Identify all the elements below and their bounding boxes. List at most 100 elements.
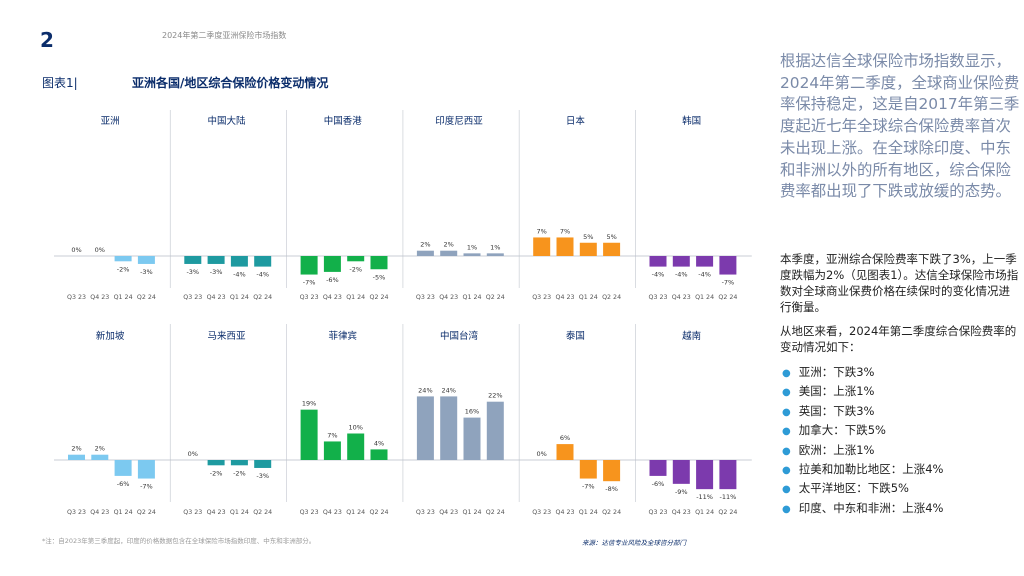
x-tick-label: Q3 23 xyxy=(300,294,319,301)
bullet-dot-icon: ● xyxy=(782,464,791,476)
x-tick-label: Q3 23 xyxy=(67,294,86,301)
source-note: 来源：达信专业风险及全球咨分部门 xyxy=(582,539,686,547)
data-label: 0% xyxy=(188,450,198,458)
bar xyxy=(556,444,574,460)
panel-title: 亚洲 xyxy=(101,116,120,127)
data-label: 24% xyxy=(441,386,455,394)
bar xyxy=(347,256,365,262)
x-tick-label: Q1 24 xyxy=(230,509,249,516)
data-label: -9% xyxy=(675,488,688,496)
x-tick-label: Q2 24 xyxy=(486,509,505,516)
x-tick-label: Q1 24 xyxy=(114,509,133,516)
data-label: -4% xyxy=(256,271,269,279)
x-tick-label: Q2 24 xyxy=(602,509,621,516)
bar xyxy=(370,449,388,460)
bar xyxy=(486,401,504,460)
region-bullet-item: ● 欧洲：上涨1% xyxy=(780,442,943,461)
x-tick-label: Q3 23 xyxy=(67,509,86,516)
data-label: 5% xyxy=(606,233,616,241)
data-label: 0% xyxy=(71,246,81,254)
region-bullet-item: ● 印度、中东和非洲：上涨4% xyxy=(780,500,943,519)
x-tick-label: Q4 23 xyxy=(672,509,691,516)
bar xyxy=(719,256,737,275)
x-tick-label: Q2 24 xyxy=(602,294,621,301)
bar xyxy=(579,242,597,256)
bar xyxy=(230,256,248,267)
region-bullet-text: 美国：上涨1% xyxy=(798,384,875,399)
x-tick-label: Q4 23 xyxy=(90,294,109,301)
x-tick-label: Q1 24 xyxy=(579,509,598,516)
data-label: 4% xyxy=(374,439,384,447)
bar xyxy=(416,396,434,460)
x-tick-label: Q4 23 xyxy=(90,509,109,516)
header-title: 2024年第二季度亚洲保险市场指数 xyxy=(162,31,287,40)
bar xyxy=(486,253,504,256)
bar xyxy=(579,460,597,479)
data-label: -2% xyxy=(233,469,246,477)
region-bullet-text: 欧洲：上涨1% xyxy=(798,442,875,457)
bar-chart-grid: 亚洲 0% Q3 23 0% Q4 23 -2% Q1 24 -3% Q2 24 中国大陆 -3% Q… xyxy=(54,110,752,516)
bar xyxy=(649,460,667,476)
bar xyxy=(300,409,318,460)
data-label: 2% xyxy=(71,445,81,453)
bar xyxy=(416,250,434,256)
bullet-dot-icon: ● xyxy=(782,406,791,418)
bar xyxy=(533,237,551,256)
data-label: 10% xyxy=(348,424,362,432)
bar xyxy=(556,237,574,256)
x-tick-label: Q2 24 xyxy=(137,294,156,301)
bar xyxy=(254,256,272,267)
bar xyxy=(300,256,318,275)
region-bullet-text: 印度、中东和非洲：上涨4% xyxy=(798,500,944,515)
bar xyxy=(719,460,737,490)
bar xyxy=(672,460,690,484)
x-tick-label: Q4 23 xyxy=(439,509,458,516)
x-tick-label: Q4 23 xyxy=(672,294,691,301)
data-label: 7% xyxy=(327,431,337,439)
x-tick-label: Q3 23 xyxy=(183,294,202,301)
data-label: -11% xyxy=(696,493,713,501)
panel-title: 中国大陆 xyxy=(207,115,246,127)
region-bullet-item: ● 英国：下跌3% xyxy=(780,403,943,422)
data-label: -5% xyxy=(373,273,386,281)
x-tick-label: Q4 23 xyxy=(323,294,342,301)
data-label: 5% xyxy=(583,233,593,241)
x-tick-label: Q1 24 xyxy=(463,294,482,301)
data-label: -4% xyxy=(675,271,688,279)
bar xyxy=(323,256,341,272)
x-tick-label: Q3 23 xyxy=(649,509,668,516)
data-label: -2% xyxy=(210,469,223,477)
bar xyxy=(696,256,714,267)
data-label: 1% xyxy=(490,243,500,251)
data-label: -2% xyxy=(349,265,362,273)
data-label: -7% xyxy=(303,279,316,287)
bar xyxy=(207,256,225,264)
bar xyxy=(114,256,132,262)
x-tick-label: Q3 23 xyxy=(416,294,435,301)
data-label: 0% xyxy=(95,246,105,254)
x-tick-label: Q2 24 xyxy=(370,509,389,516)
data-label: 2% xyxy=(444,241,454,249)
x-tick-label: Q1 24 xyxy=(579,294,598,301)
data-label: -8% xyxy=(605,485,618,493)
bar xyxy=(137,460,155,479)
bar xyxy=(137,256,155,264)
data-label: -6% xyxy=(652,480,665,488)
panel-title: 印度尼西亚 xyxy=(435,115,483,127)
region-bullet-item: ● 拉美和加勒比地区：上涨4% xyxy=(780,461,943,480)
bar xyxy=(114,460,132,476)
bullet-dot-icon: ● xyxy=(782,445,791,457)
data-label: 2% xyxy=(95,445,105,453)
x-tick-label: Q2 24 xyxy=(253,509,272,516)
panel-title: 中国台湾 xyxy=(440,330,479,342)
data-label: -4% xyxy=(233,271,246,279)
bar xyxy=(347,433,365,460)
bar xyxy=(672,256,690,267)
data-label: -7% xyxy=(582,483,595,491)
region-bullet-item: ● 亚洲：下跌3% xyxy=(780,364,943,383)
bullet-dot-icon: ● xyxy=(782,503,791,515)
data-label: 7% xyxy=(537,227,547,235)
data-label: 22% xyxy=(488,392,502,400)
region-bullet-text: 加拿大：下跌5% xyxy=(798,423,886,438)
data-label: -4% xyxy=(698,271,711,279)
